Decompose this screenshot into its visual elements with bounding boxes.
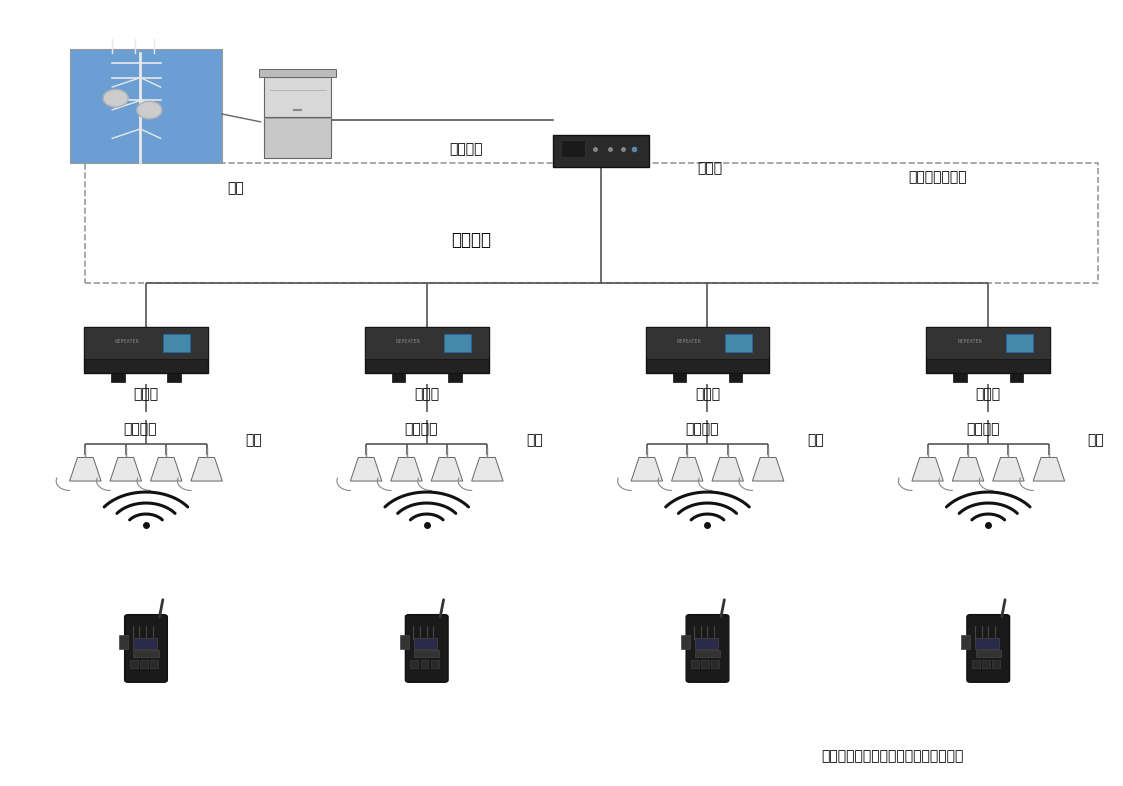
Polygon shape [752,457,784,481]
FancyBboxPatch shape [84,327,208,359]
FancyBboxPatch shape [554,135,649,167]
FancyBboxPatch shape [646,327,769,373]
FancyBboxPatch shape [701,660,710,668]
Text: 光纤传输: 光纤传输 [449,142,483,156]
FancyBboxPatch shape [420,660,429,668]
Text: 远端机: 远端机 [695,387,720,402]
Text: REPEATER: REPEATER [957,339,983,344]
Text: 远端机: 远端机 [134,387,158,402]
FancyBboxPatch shape [1010,373,1023,382]
Text: 天线: 天线 [807,433,823,447]
Text: 近端机: 近端机 [697,161,723,175]
FancyBboxPatch shape [70,49,222,163]
FancyBboxPatch shape [414,650,439,657]
FancyBboxPatch shape [167,373,181,382]
FancyBboxPatch shape [953,373,967,382]
Text: 天线: 天线 [527,433,542,447]
Text: 射频电缆: 射频电缆 [685,422,719,436]
Polygon shape [1033,457,1065,481]
FancyBboxPatch shape [686,615,729,682]
FancyBboxPatch shape [125,615,167,682]
FancyBboxPatch shape [1005,334,1033,351]
FancyBboxPatch shape [681,635,690,649]
FancyBboxPatch shape [961,635,970,649]
FancyBboxPatch shape [967,615,1010,682]
FancyBboxPatch shape [365,327,489,359]
Polygon shape [672,457,703,481]
FancyBboxPatch shape [444,334,472,351]
Circle shape [137,101,162,119]
FancyBboxPatch shape [695,637,718,649]
FancyBboxPatch shape [646,327,769,359]
Text: 光缆传输: 光缆传输 [451,231,492,248]
Polygon shape [350,457,382,481]
FancyBboxPatch shape [392,373,405,382]
Text: 基站信号加强器: 基站信号加强器 [909,171,967,185]
FancyBboxPatch shape [712,660,720,668]
Text: 基站: 基站 [228,182,244,196]
FancyBboxPatch shape [976,650,1001,657]
FancyBboxPatch shape [695,650,720,657]
FancyBboxPatch shape [414,637,437,649]
Polygon shape [70,457,101,481]
FancyBboxPatch shape [971,660,979,668]
Polygon shape [912,457,943,481]
Text: 远端机: 远端机 [414,387,439,402]
FancyBboxPatch shape [400,635,409,649]
Text: 远端机: 远端机 [976,387,1001,402]
FancyBboxPatch shape [84,327,208,373]
FancyBboxPatch shape [264,117,331,158]
Text: 天线: 天线 [1088,433,1104,447]
FancyBboxPatch shape [448,373,462,382]
FancyBboxPatch shape [729,373,742,382]
Polygon shape [952,457,984,481]
FancyBboxPatch shape [150,660,157,668]
Text: REPEATER: REPEATER [395,339,421,344]
FancyBboxPatch shape [560,140,585,157]
FancyBboxPatch shape [411,660,418,668]
Text: 射频电缆: 射频电缆 [966,422,999,436]
Text: 天线: 天线 [246,433,262,447]
Polygon shape [431,457,463,481]
Polygon shape [472,457,503,481]
FancyBboxPatch shape [163,334,191,351]
FancyBboxPatch shape [976,637,998,649]
Text: REPEATER: REPEATER [676,339,702,344]
FancyBboxPatch shape [724,334,752,351]
FancyBboxPatch shape [264,77,331,127]
Polygon shape [631,457,663,481]
Polygon shape [191,457,222,481]
FancyBboxPatch shape [111,373,125,382]
FancyBboxPatch shape [405,615,448,682]
FancyBboxPatch shape [673,373,686,382]
Polygon shape [391,457,422,481]
Text: REPEATER: REPEATER [115,339,140,344]
Polygon shape [110,457,141,481]
FancyBboxPatch shape [130,660,138,668]
FancyBboxPatch shape [926,327,1050,373]
Text: 射频电缆: 射频电缆 [404,422,438,436]
FancyBboxPatch shape [119,635,128,649]
Circle shape [103,90,128,107]
FancyBboxPatch shape [993,660,1001,668]
FancyBboxPatch shape [134,650,158,657]
FancyBboxPatch shape [259,68,336,76]
FancyBboxPatch shape [691,660,699,668]
FancyBboxPatch shape [982,660,990,668]
FancyBboxPatch shape [134,637,156,649]
FancyBboxPatch shape [139,660,148,668]
FancyBboxPatch shape [431,660,438,668]
Polygon shape [150,457,182,481]
Polygon shape [993,457,1024,481]
FancyBboxPatch shape [926,327,1050,359]
Polygon shape [712,457,743,481]
Text: 设计单位：甘肃金创智能科技有限公司: 设计单位：甘肃金创智能科技有限公司 [822,749,964,763]
FancyBboxPatch shape [365,327,489,373]
Text: 射频电缆: 射频电缆 [124,422,157,436]
